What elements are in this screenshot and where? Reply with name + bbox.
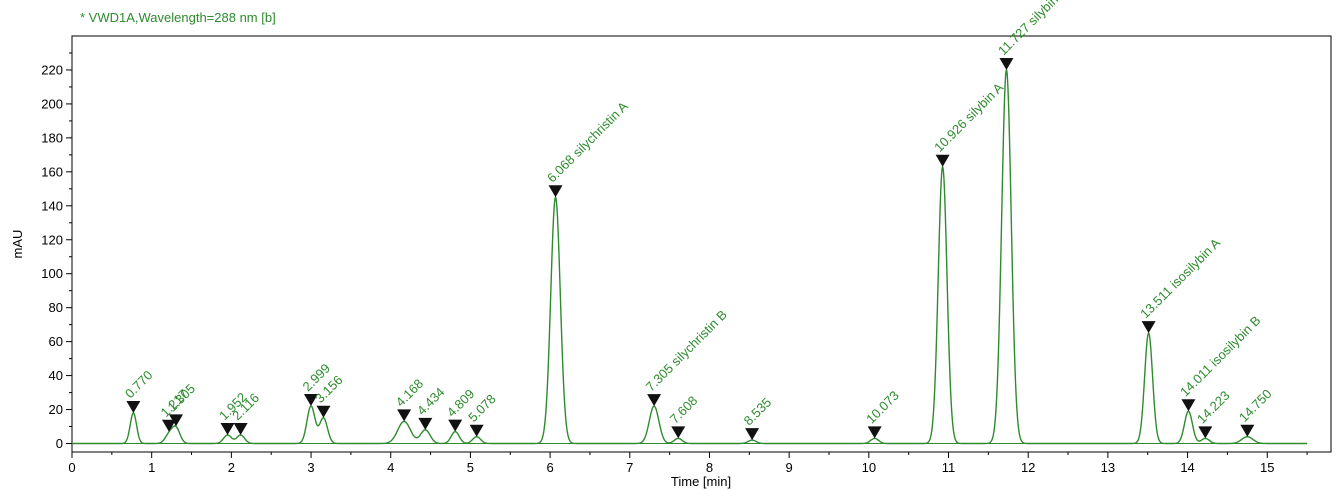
- y-tick-label: 180: [41, 130, 63, 145]
- peak-marker: [233, 422, 248, 435]
- peak-marker: [745, 428, 760, 441]
- x-tick-label: 8: [706, 460, 713, 475]
- x-tick-label: 6: [546, 460, 553, 475]
- x-tick-label: 10: [862, 460, 876, 475]
- peak-marker: [418, 417, 433, 430]
- y-tick-label: 140: [41, 198, 63, 213]
- peak-marker: [999, 57, 1014, 70]
- x-axis-title: Time [min]: [671, 474, 731, 489]
- y-tick-label: 120: [41, 232, 63, 247]
- plot-frame: [71, 35, 1332, 453]
- y-tick-label: 20: [49, 402, 63, 417]
- peak-marker: [671, 426, 686, 439]
- x-tick-label: 0: [68, 460, 75, 475]
- peak-marker: [867, 426, 882, 439]
- x-tick-label: 2: [228, 460, 235, 475]
- x-tick-label: 13: [1101, 460, 1115, 475]
- peak-label: 10.073: [863, 388, 902, 427]
- peak-label: 8.535: [741, 395, 775, 429]
- y-tick-label: 220: [41, 62, 63, 77]
- peak-marker: [647, 394, 662, 407]
- x-tick-label: 11: [942, 460, 956, 475]
- peak-label: 13.511 isosilybin A: [1137, 235, 1223, 321]
- peak-marker: [1240, 424, 1255, 437]
- peak-marker: [1141, 321, 1156, 334]
- peak-marker: [1181, 399, 1196, 412]
- x-tick-label: 14: [1180, 460, 1194, 475]
- y-tick-label: 160: [41, 164, 63, 179]
- peak-marker: [448, 419, 463, 432]
- peak-marker: [469, 424, 484, 437]
- peak-label: 11.727 silybin B: [995, 0, 1070, 58]
- y-tick-label: 200: [41, 96, 63, 111]
- peak-label: 14.223: [1194, 388, 1233, 427]
- peak-marker: [316, 405, 331, 418]
- peak-marker: [935, 154, 950, 167]
- x-tick-label: 9: [786, 460, 793, 475]
- chromatogram-trace: [72, 68, 1308, 445]
- x-tick-label: 7: [626, 460, 633, 475]
- peak-marker: [161, 419, 176, 432]
- x-tick-label: 4: [387, 460, 394, 475]
- x-tick-label: 5: [467, 460, 474, 475]
- y-tick-label: 60: [49, 334, 63, 349]
- x-axis: 0 1 2 3 4 5 6 7 8 9 10 11 12 13 14 15: [68, 452, 1308, 475]
- y-tick-label: 0: [56, 436, 63, 451]
- y-tick-label: 40: [49, 368, 63, 383]
- x-tick-label: 3: [307, 460, 314, 475]
- peak-label: 14.750: [1236, 386, 1275, 425]
- x-tick-label: 15: [1260, 460, 1274, 475]
- chart-title: * VWD1A,Wavelength=288 nm [b]: [80, 10, 276, 25]
- peak-marker: [168, 414, 183, 427]
- y-axis: 0 20 40 60 80 100 120 140 160 180 200 220: [41, 52, 72, 451]
- peak-marker: [303, 393, 318, 406]
- peak-label: 1.305: [165, 381, 199, 415]
- y-tick-label: 80: [49, 300, 63, 315]
- y-axis-title: mAU: [10, 230, 25, 259]
- peak-marker: [397, 409, 412, 422]
- x-tick-label: 12: [1021, 460, 1035, 475]
- peak-marker: [220, 422, 235, 435]
- peak-marker: [548, 185, 563, 198]
- peak-marker: [1198, 426, 1213, 439]
- peak-marker: [126, 400, 141, 413]
- peak-label: 6.068 silychristin A: [544, 98, 631, 185]
- peak-label: 7.305 silychristin B: [643, 307, 730, 394]
- x-tick-label: 1: [148, 460, 155, 475]
- peak-label: 14.011 isosilybin B: [1177, 313, 1264, 400]
- peak-label: 10.926 silybin A: [931, 80, 1006, 155]
- peak-label: 7.608: [667, 393, 701, 427]
- peak-label: 0.770: [122, 367, 156, 401]
- y-tick-label: 100: [41, 266, 63, 281]
